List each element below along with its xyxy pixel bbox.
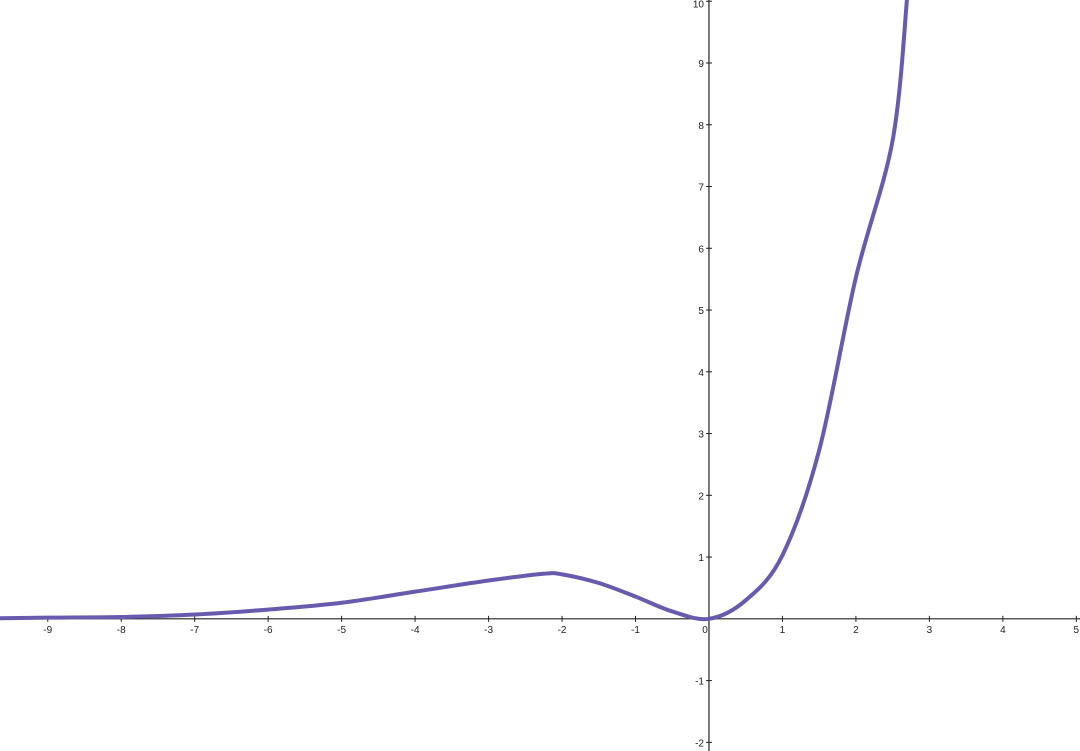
y-tick-label: 1 [698, 553, 704, 564]
x-tick-label: 2 [853, 625, 859, 636]
curves [0, 0, 909, 622]
x-tick-label: -9 [43, 625, 52, 636]
x-tick-label: -6 [264, 625, 273, 636]
y-tick-label: 10 [693, 0, 705, 10]
x-tick-label: -4 [411, 625, 420, 636]
x-tick-label: -8 [117, 625, 126, 636]
y-tick-label: 7 [698, 183, 704, 194]
x-tick-label: 4 [1000, 625, 1006, 636]
x-tick-label: -2 [558, 625, 567, 636]
x-tick-label: -3 [484, 625, 493, 636]
y-tick-label: 6 [698, 244, 704, 255]
x-tick-label: -1 [631, 625, 640, 636]
x-tick-label: 1 [780, 625, 786, 636]
y-tick-label: 2 [698, 491, 704, 502]
y-tick-label: -1 [695, 677, 704, 688]
ticks: -9 -8 -7 -6 -5 -4 -3 -2 -1 0 1 2 3 4 5 -2 -1 1 2 3 4 5 6 7 8 9 10 [43, 0, 1079, 749]
y-tick-label: 4 [698, 368, 704, 379]
y-tick-label: 5 [698, 306, 704, 317]
series-0-curve [0, 0, 909, 622]
y-tick-label: -2 [695, 738, 704, 749]
y-tick-label: 3 [698, 430, 704, 441]
y-tick-label: 9 [698, 59, 704, 70]
y-tick-label: 8 [698, 121, 704, 132]
x-tick-label: 0 [702, 625, 708, 636]
x-tick-label: 5 [1074, 625, 1080, 636]
x-tick-label: 3 [927, 625, 933, 636]
x-tick-label: -7 [190, 625, 199, 636]
x-tick-label: -5 [337, 625, 346, 636]
